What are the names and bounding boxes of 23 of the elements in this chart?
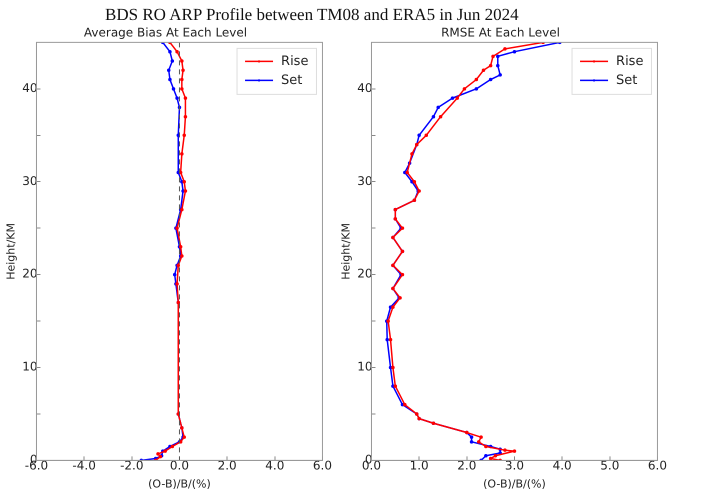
x-tick-label: 3.0 <box>504 458 524 473</box>
x-tick-label: 1.0 <box>410 458 429 473</box>
x-tick-label: 2.0 <box>218 458 237 473</box>
x-tick-label: 0.0 <box>170 458 190 473</box>
legend-label: Set <box>281 72 302 88</box>
x-tick-label: 2.0 <box>457 458 476 473</box>
y-axis-title: Height/KM <box>4 223 18 280</box>
y-axis-title: Height/KM <box>339 223 352 280</box>
x-tick-label: -2.0 <box>120 458 144 473</box>
chart-subtitle: RMSE At Each Level <box>441 25 560 40</box>
x-axis-title: (O-B)/B/(%) <box>483 477 546 490</box>
x-tick-label: -4.0 <box>72 458 96 473</box>
x-tick-label: 4.0 <box>265 458 284 473</box>
x-tick-label: 4.0 <box>552 458 572 473</box>
legend-label: Rise <box>616 54 644 69</box>
x-tick-label: 6.0 <box>312 458 332 473</box>
legend-label: Set <box>616 72 638 88</box>
x-tick-label: 6.0 <box>648 458 668 473</box>
chart-subtitle: Average Bias At Each Level <box>84 25 248 40</box>
x-axis-title: (O-B)/B/(%) <box>148 477 211 490</box>
legend-label: Rise <box>281 54 308 69</box>
x-tick-label: 5.0 <box>600 458 620 473</box>
chart-title: BDS RO ARP Profile between TM08 and ERA5 in Jun 2024 <box>105 5 519 25</box>
